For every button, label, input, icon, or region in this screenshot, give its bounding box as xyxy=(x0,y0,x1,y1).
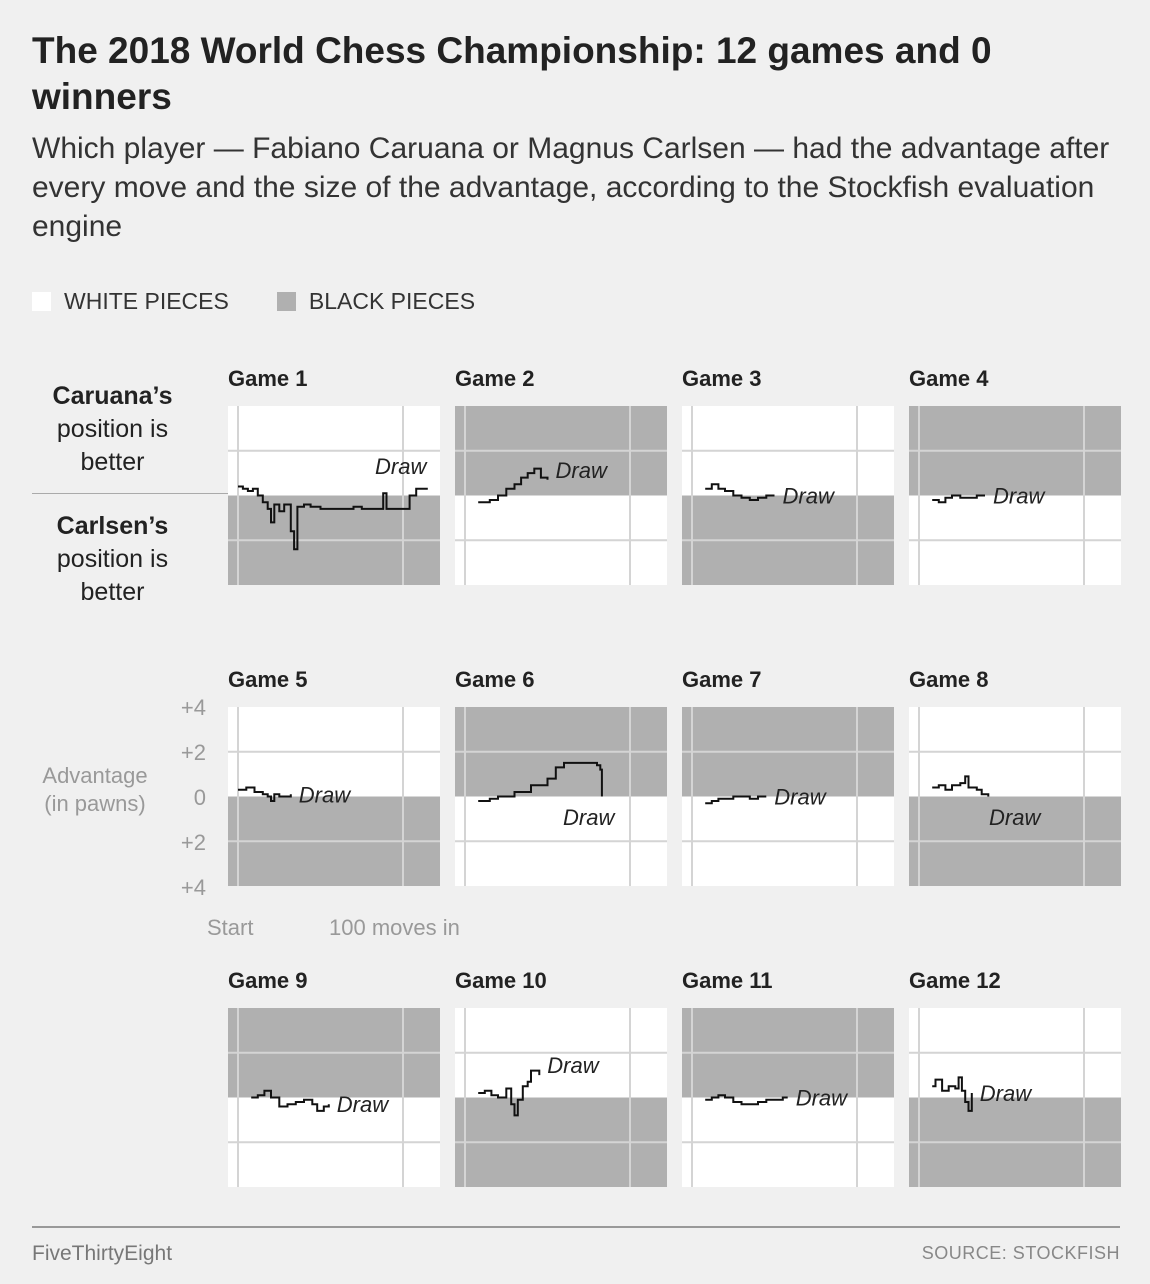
result-label: Draw xyxy=(299,782,352,807)
chart-title: The 2018 World Chess Championship: 12 ga… xyxy=(32,30,992,117)
y-tick-label: +4 xyxy=(180,875,206,900)
y-axis-label-line1: Advantage xyxy=(42,763,148,788)
y-tick-label: +2 xyxy=(180,830,206,855)
evaluation-line xyxy=(478,1069,541,1117)
result-label: Draw xyxy=(563,805,616,830)
footer-source: SOURCE: STOCKFISH xyxy=(921,1243,1120,1263)
game-panel: Draw xyxy=(455,406,667,585)
carlsen-rest-1: position is xyxy=(56,545,169,573)
caruana-rest-1: position is xyxy=(56,415,169,443)
carlsen-name: Carlsen’s xyxy=(56,512,169,540)
game-title: Game 1 xyxy=(228,366,308,391)
caruana-name: Caruana’s xyxy=(52,382,173,410)
evaluation-line xyxy=(932,775,990,797)
game-panel: Draw xyxy=(682,406,894,585)
game-panel: Draw xyxy=(455,1008,667,1187)
game-panel: Draw xyxy=(909,707,1121,886)
game-title: Game 10 xyxy=(455,968,547,993)
result-label: Draw xyxy=(375,454,428,479)
legend-white-swatch xyxy=(32,291,51,311)
game-panel: Draw xyxy=(909,406,1121,585)
game-title: Game 3 xyxy=(682,366,762,391)
evaluation-line xyxy=(705,1094,788,1106)
game-title: Game 2 xyxy=(455,366,535,391)
legend-white: WHITE PIECES xyxy=(32,288,229,315)
game-title: Game 5 xyxy=(228,667,308,692)
evaluation-line xyxy=(705,483,775,501)
carlsen-better-label: Carlsen’s position is better xyxy=(10,510,215,609)
game-title: Game 7 xyxy=(682,667,762,692)
legend-black-swatch xyxy=(276,291,296,311)
evaluation-line xyxy=(251,1089,330,1112)
legend: WHITE PIECES BLACK PIECES xyxy=(32,285,523,317)
legend-white-label: WHITE PIECES xyxy=(64,287,229,314)
game-panel: Draw xyxy=(228,1008,440,1187)
result-label: Draw xyxy=(556,458,609,483)
game-title: Game 12 xyxy=(909,968,1001,993)
y-tick-label: 0 xyxy=(193,785,206,810)
result-label: Draw xyxy=(993,484,1046,509)
result-label: Draw xyxy=(783,484,836,509)
evaluation-line xyxy=(478,467,549,504)
evaluation-line xyxy=(705,795,767,805)
y-axis-label-line2: (in pawns) xyxy=(44,791,146,816)
result-label: Draw xyxy=(337,1092,390,1117)
footer-brand: FiveThirtyEight xyxy=(32,1242,173,1265)
y-tick-label: +2 xyxy=(180,740,206,765)
x-tick-start: Start xyxy=(207,915,254,940)
caruana-rest-2: better xyxy=(80,448,145,476)
evaluation-line xyxy=(932,494,985,504)
game-panel: Draw xyxy=(909,1008,1121,1187)
game-panel: Draw xyxy=(228,406,440,585)
result-label: Draw xyxy=(547,1053,600,1078)
game-title: Game 11 xyxy=(682,968,773,993)
game-panel: Draw xyxy=(682,707,894,886)
evaluation-line xyxy=(478,761,603,802)
game-panel: Draw xyxy=(228,707,440,886)
y-axis-label: Advantage (in pawns) xyxy=(25,762,165,818)
game-title: Game 4 xyxy=(909,366,989,391)
carlsen-rest-2: better xyxy=(80,578,145,606)
game-title: Game 6 xyxy=(455,667,535,692)
zero-divider xyxy=(32,493,232,494)
x-tick-100: 100 moves in xyxy=(329,915,460,940)
result-label: Draw xyxy=(774,785,827,810)
caruana-better-label: Caruana’s position is better xyxy=(10,380,215,479)
legend-black-label: BLACK PIECES xyxy=(308,287,476,314)
result-label: Draw xyxy=(796,1086,849,1111)
footer-rule xyxy=(32,1226,1120,1228)
game-panel: Draw xyxy=(455,707,667,886)
evaluation-line xyxy=(238,485,428,551)
evaluation-line xyxy=(932,1076,973,1112)
evaluation-line xyxy=(238,786,292,802)
game-panel: Draw xyxy=(682,1008,894,1187)
result-label: Draw xyxy=(980,1081,1033,1106)
game-title: Game 9 xyxy=(228,968,308,993)
result-label: Draw xyxy=(989,805,1042,830)
chart-subtitle: Which player — Fabiano Caruana or Magnus… xyxy=(32,132,1110,243)
game-title: Game 8 xyxy=(909,667,989,692)
legend-black: BLACK PIECES xyxy=(276,287,476,315)
y-tick-label: +4 xyxy=(180,695,206,720)
